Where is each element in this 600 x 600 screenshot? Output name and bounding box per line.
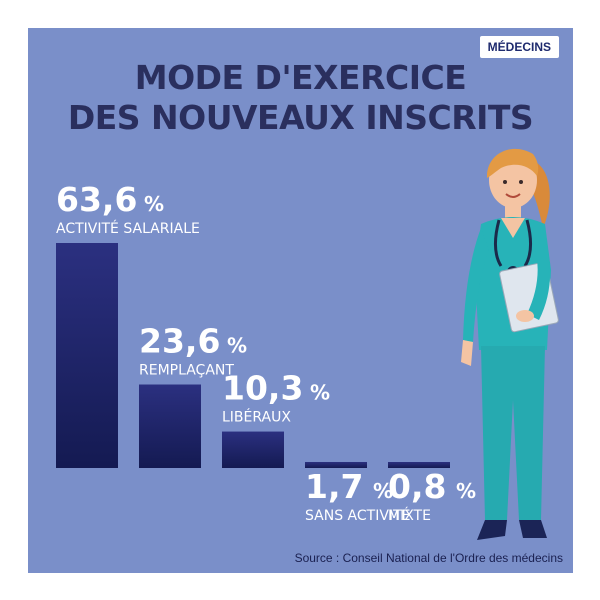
value-label-activite-salariale: 63,6 <box>56 180 137 219</box>
category-badge: MÉDECINS <box>479 36 559 58</box>
unit-label-activite-salariale: % <box>144 192 164 216</box>
source-note: Source : Conseil National de l'Ordre des… <box>294 551 563 565</box>
value-label-liberaux: 10,3 <box>222 369 303 408</box>
chart-title-line-2: DES NOUVEAUX INSCRITS <box>67 98 534 137</box>
category-label-activite-salariale: ACTIVITÉ SALARIALE <box>56 220 200 237</box>
value-label-mixte: 0,8 <box>388 467 446 506</box>
unit-label-remplacant: % <box>227 334 247 358</box>
value-label-remplacant: 23,6 <box>139 322 220 361</box>
value-label-sans-activite: 1,7 <box>305 467 363 506</box>
category-label-liberaux: LIBÉRAUX <box>222 409 291 426</box>
bar-activite-salariale <box>56 243 118 468</box>
unit-label-liberaux: % <box>310 381 330 405</box>
unit-label-sans-activite: % <box>373 479 393 503</box>
category-label-sans-activite: SANS ACTIVITÉ <box>305 507 410 524</box>
bar-mixte <box>388 462 450 468</box>
bar-chart: 63,6 % ACTIVITÉ SALARIALE 23,6 % REMPLAÇANT10… <box>56 180 476 524</box>
bar-remplacant <box>139 384 201 468</box>
infographic-card: MÉDECINS MODE D'EXERCICE DES NOUVEAUX IN… <box>28 28 573 573</box>
unit-label-mixte: % <box>456 479 476 503</box>
chart-title-line-1: MODE D'EXERCICE <box>134 58 467 97</box>
bar-sans-activite <box>305 461 367 468</box>
nurse-illustration-icon <box>461 148 559 540</box>
bar-liberaux <box>222 431 284 468</box>
category-label-mixte: MIXTE <box>388 508 431 524</box>
category-label-remplacant: REMPLAÇANT <box>139 363 234 379</box>
